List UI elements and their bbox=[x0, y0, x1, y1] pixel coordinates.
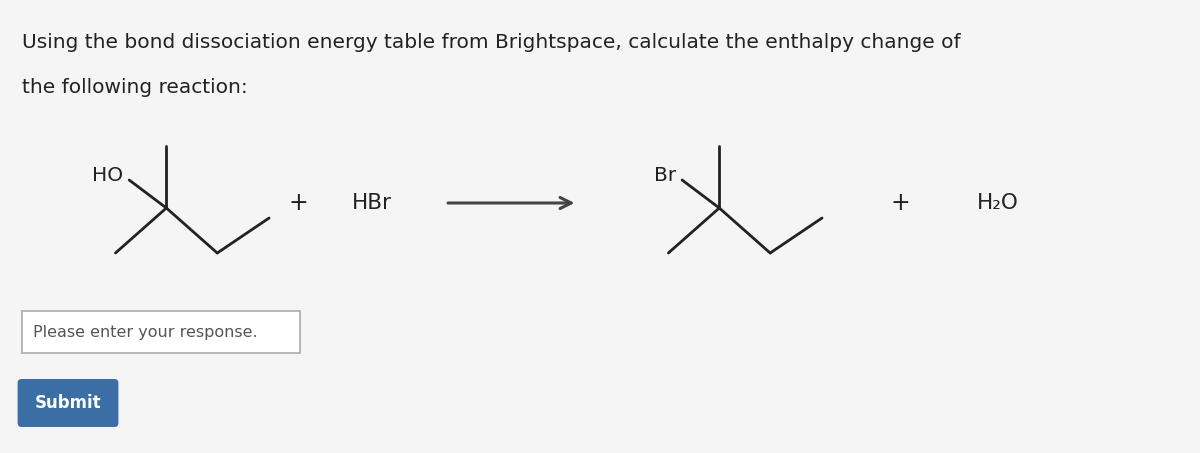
Text: Br: Br bbox=[654, 167, 677, 185]
Text: the following reaction:: the following reaction: bbox=[22, 78, 247, 97]
Text: +: + bbox=[288, 191, 308, 215]
Text: Submit: Submit bbox=[35, 394, 101, 412]
Text: Please enter your response.: Please enter your response. bbox=[34, 324, 258, 339]
Text: Using the bond dissociation energy table from Brightspace, calculate the enthalp: Using the bond dissociation energy table… bbox=[22, 33, 960, 52]
FancyBboxPatch shape bbox=[18, 379, 119, 427]
FancyBboxPatch shape bbox=[22, 311, 300, 353]
Text: HO: HO bbox=[92, 167, 124, 185]
Text: HBr: HBr bbox=[352, 193, 392, 213]
Text: H₂O: H₂O bbox=[977, 193, 1019, 213]
Text: +: + bbox=[890, 191, 910, 215]
